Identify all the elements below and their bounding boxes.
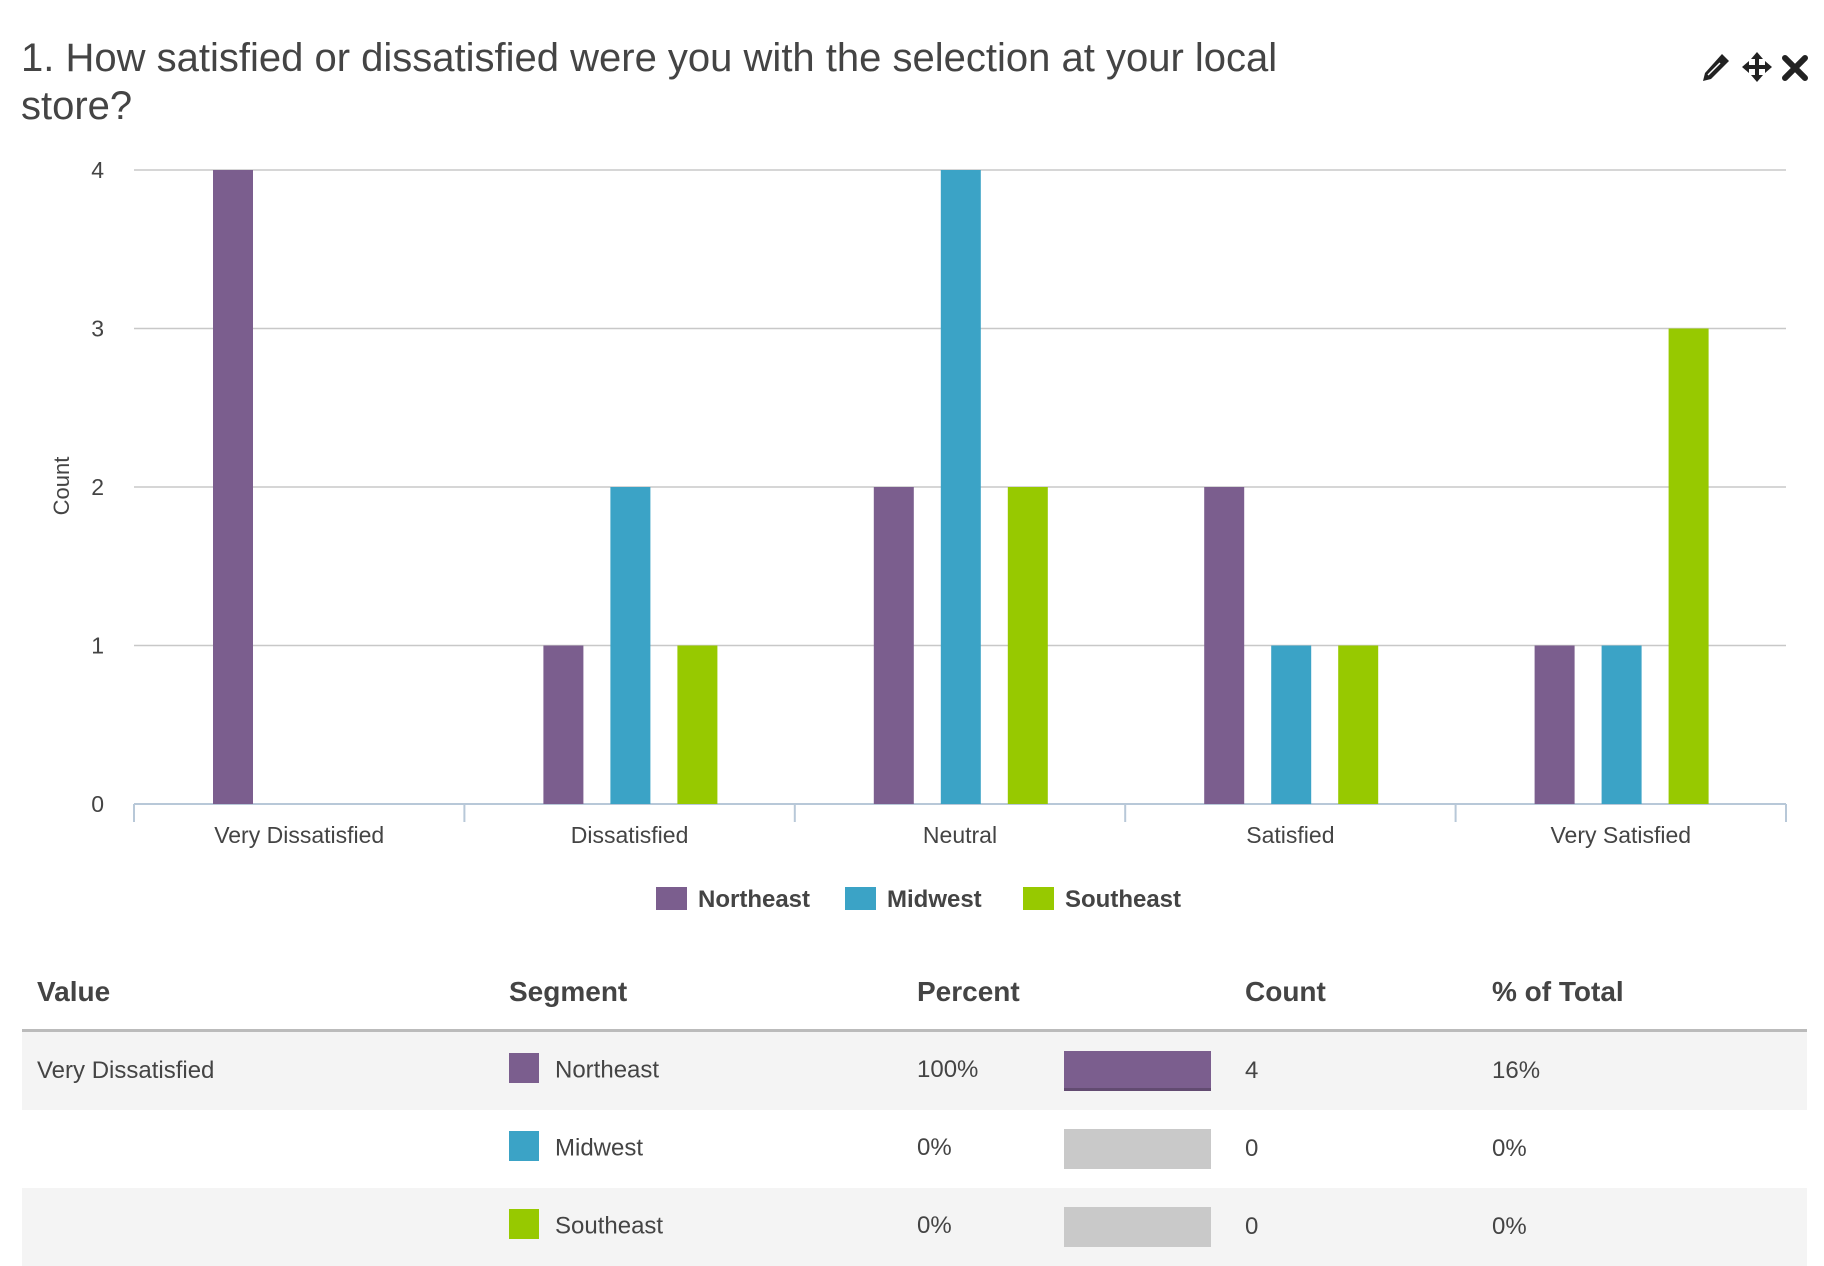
bar-northeast xyxy=(873,487,914,804)
header-total: % of Total xyxy=(1491,955,1807,1032)
header-count: Count xyxy=(1244,955,1491,1032)
percent-text: 0% xyxy=(917,1134,952,1162)
results-table: Value Segment Percent Count % of Total V… xyxy=(22,955,1807,1266)
bar-northeast xyxy=(1204,487,1245,804)
cell-segment: Southeast xyxy=(508,1188,916,1266)
y-tick-label: 0 xyxy=(91,791,104,817)
bar-northeast xyxy=(543,645,584,804)
cell-value xyxy=(22,1188,508,1266)
cell-total: 16% xyxy=(1491,1030,1807,1110)
cell-percent: 0% xyxy=(916,1110,1244,1188)
legend-label-northeast: Northeast xyxy=(698,886,810,913)
cell-percent: 0% xyxy=(916,1188,1244,1266)
segment-swatch xyxy=(509,1131,539,1161)
cell-count: 0 xyxy=(1244,1188,1491,1266)
legend-swatch-midwest xyxy=(845,887,876,910)
bar-midwest xyxy=(940,170,981,804)
cell-count: 0 xyxy=(1245,1135,1259,1162)
y-axis-label: Count xyxy=(49,457,74,516)
cell-value xyxy=(22,1110,508,1188)
cell-value: Very Dissatisfied xyxy=(22,1030,508,1110)
bar-southeast xyxy=(1338,645,1379,804)
legend-swatch-southeast xyxy=(1023,887,1054,910)
cell-percent: 100% xyxy=(916,1030,1244,1110)
segment-label: Northeast xyxy=(555,1056,660,1084)
widget-toolbar xyxy=(1700,50,1812,84)
y-tick-label: 2 xyxy=(91,474,104,500)
segment-label: Midwest xyxy=(555,1134,644,1162)
x-tick-label: Dissatisfied xyxy=(571,822,689,848)
bar-southeast xyxy=(1668,328,1709,804)
x-tick-label: Neutral xyxy=(923,822,997,848)
cell-total: 0% xyxy=(1492,1135,1527,1162)
segment-swatch xyxy=(509,1053,539,1083)
percent-bar xyxy=(1064,1051,1211,1091)
move-icon[interactable] xyxy=(1740,50,1772,84)
header-percent: Percent xyxy=(916,955,1244,1032)
x-tick-label: Very Dissatisfied xyxy=(214,822,384,848)
cell-count: 4 xyxy=(1244,1030,1491,1110)
legend-label-midwest: Midwest xyxy=(887,886,982,913)
cell-total: 0% xyxy=(1491,1188,1807,1266)
x-tick-label: Satisfied xyxy=(1246,822,1334,848)
bar-southeast xyxy=(677,645,718,804)
table-row: Southeast 0% 0 0% xyxy=(22,1188,1807,1266)
x-tick-label: Very Satisfied xyxy=(1550,822,1691,848)
y-tick-label: 3 xyxy=(91,316,104,342)
bar-chart: 0 1 2 3 4 Count Very Dissatisfied Dissatisfied N… xyxy=(49,157,1787,913)
legend-swatch-northeast xyxy=(656,887,687,910)
bar-midwest xyxy=(1271,645,1312,804)
legend-label-southeast: Southeast xyxy=(1065,886,1181,913)
table-row: Midwest 0% 0 0% xyxy=(22,1110,1807,1188)
close-icon[interactable] xyxy=(1780,50,1812,84)
bar-midwest xyxy=(610,487,651,804)
percent-text: 100% xyxy=(917,1056,979,1084)
bar-midwest xyxy=(1601,645,1642,804)
bar-northeast xyxy=(213,170,253,804)
segment-swatch xyxy=(509,1209,539,1239)
table-row: Very Dissatisfied Northeast 100% 4 16% xyxy=(22,1030,1807,1110)
cell-segment: Midwest xyxy=(508,1110,916,1188)
bar-northeast xyxy=(1534,645,1575,804)
header-segment: Segment xyxy=(508,955,916,1032)
percent-bar-fill xyxy=(1064,1051,1211,1091)
bar-southeast xyxy=(1007,487,1048,804)
y-tick-label: 1 xyxy=(91,633,104,659)
header-value: Value xyxy=(22,955,508,1032)
percent-bar xyxy=(1064,1129,1211,1169)
segment-label: Southeast xyxy=(555,1212,664,1240)
cell-segment: Northeast xyxy=(508,1030,916,1110)
percent-text: 0% xyxy=(917,1212,952,1240)
pencil-icon[interactable] xyxy=(1700,50,1732,84)
y-tick-label: 4 xyxy=(91,157,104,183)
question-title: 1. How satisfied or dissatisfied were yo… xyxy=(21,36,1278,128)
percent-bar xyxy=(1064,1207,1211,1247)
